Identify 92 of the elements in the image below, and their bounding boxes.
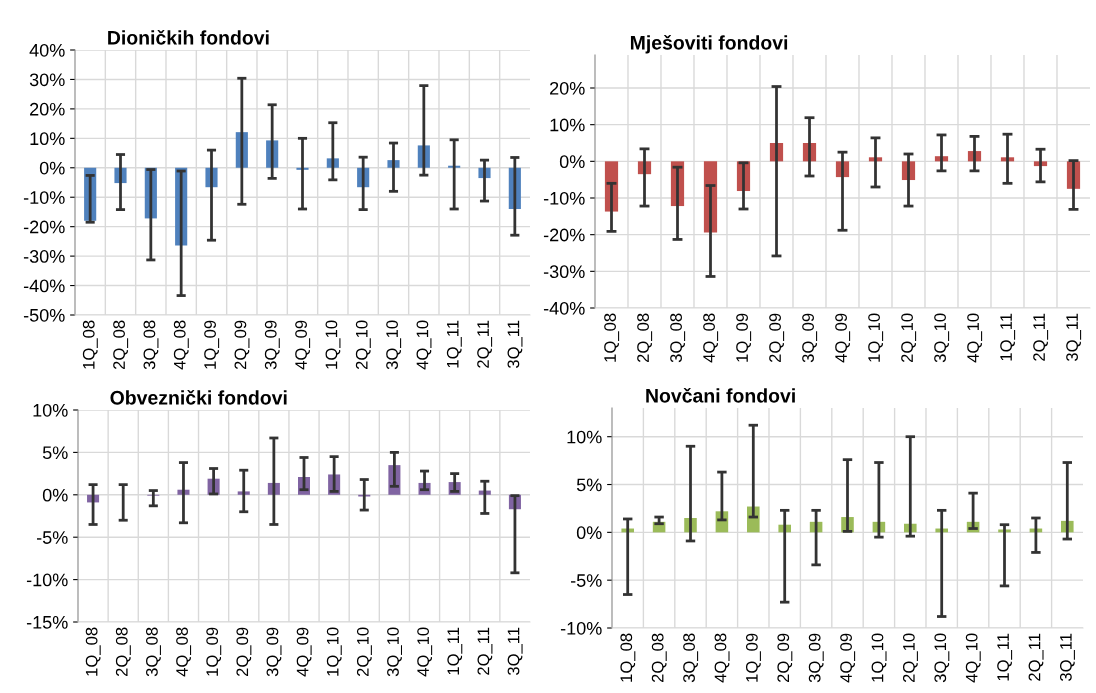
x-tick-label: 1Q_10 [325,320,341,369]
x-tick-label: 1Q_10 [871,633,887,682]
x-tick-label: 3Q_11 [507,320,523,369]
x-tick-label: 3Q_08 [683,633,699,683]
y-tick-label: -50% [23,308,65,322]
y-tick-label: -20% [23,220,65,234]
y-tick-label: 10% [550,118,585,132]
x-tick-label: 3Q_11 [1066,313,1082,362]
x-tick-label: 3Q_09 [264,320,280,370]
x-tick-label: 2Q_08 [637,313,653,363]
y-tick-label: 5% [576,478,602,492]
x-tick-label: 2Q_11 [477,627,493,675]
x-tick-label: 1Q_09 [745,633,761,682]
y-tick-label: 30% [29,73,65,87]
x-tick-label: 2Q_11 [477,320,493,368]
x-tick-label: 3Q_11 [507,627,523,676]
chart-title: Novčani fondovi [646,387,795,403]
x-tick-label: 3Q_08 [670,313,686,363]
x-tick-label: 1Q_11 [446,320,462,368]
x-tick-label: 2Q_11 [1028,633,1044,681]
y-tick-label: -10% [560,621,602,635]
y-tick-label: 10% [30,132,65,146]
x-tick-label: 1Q_08 [604,313,620,362]
x-tick-label: 2Q_09 [236,627,252,677]
x-tick-label: 2Q_10 [902,633,918,683]
y-tick-label: 0% [576,526,602,540]
x-tick-label: 1Q_10 [868,313,884,362]
x-tick-label: 2Q_08 [651,633,667,683]
x-tick-label: 2Q_09 [769,313,785,363]
x-tick-label: 1Q_09 [206,627,222,676]
y-tick-label: -10% [23,191,65,204]
x-tick-label: 3Q_10 [387,627,403,677]
x-tick-label: 2Q_11 [1033,313,1049,361]
x-tick-label: 2Q_10 [355,320,371,370]
y-tick-label: -5% [570,574,602,587]
x-tick-label: 4Q_08 [173,320,189,370]
x-tick-label: 2Q_10 [356,627,372,677]
y-tick-label: 0% [39,161,65,175]
chart-title: Mješoviti fondovi [630,34,788,54]
x-tick-label: 4Q_09 [295,320,311,370]
x-tick-label: 4Q_09 [835,313,851,363]
x-tick-label: 1Q_11 [1000,313,1016,361]
y-tick-label: -5% [36,531,68,544]
x-tick-label: 3Q_08 [143,320,159,370]
y-tick-label: -30% [23,250,65,263]
x-tick-label: 4Q_10 [417,627,433,677]
chart-title: Obveznički fondovi [110,389,287,405]
y-tick-label: -10% [26,573,68,587]
x-tick-label: 1Q_10 [326,627,342,676]
y-tick-label: 10% [33,403,68,417]
x-tick-label: 1Q_08 [82,320,98,369]
x-tick-label: 3Q_09 [266,627,282,677]
x-tick-label: 1Q_11 [997,633,1013,681]
y-tick-label: -30% [543,265,585,279]
x-tick-label: 4Q_09 [296,627,312,677]
x-tick-label: 1Q_11 [447,627,463,675]
x-tick-label: 2Q_08 [115,627,131,677]
y-tick-label: 20% [550,81,585,95]
y-tick-label: 5% [42,446,68,460]
y-tick-label: -20% [543,228,585,242]
y-tick-label: -40% [23,279,65,293]
x-tick-label: 2Q_09 [234,320,250,370]
y-tick-label: 20% [30,102,65,116]
y-tick-label: 10% [567,430,602,444]
x-tick-label: 1Q_08 [85,627,101,676]
x-tick-label: 1Q_09 [736,313,752,362]
x-tick-label: 4Q_10 [416,320,432,370]
x-tick-label: 1Q_09 [204,320,220,369]
y-tick-label: -15% [26,616,68,629]
y-tick-label: 0% [559,155,585,169]
x-tick-label: 2Q_10 [901,313,917,363]
x-tick-label: 4Q_10 [967,313,983,363]
y-tick-label: -40% [543,301,585,315]
x-tick-label: 4Q_08 [176,627,192,677]
x-tick-label: 3Q_10 [934,633,950,683]
x-tick-label: 4Q_10 [965,633,981,683]
x-tick-label: 3Q_11 [1059,633,1075,682]
x-tick-label: 4Q_09 [840,633,856,683]
x-tick-label: 3Q_09 [808,633,824,683]
y-tick-label: -10% [543,191,585,205]
x-tick-label: 4Q_08 [703,313,719,363]
x-tick-label: 3Q_09 [802,313,818,363]
x-tick-label: 4Q_08 [714,633,730,683]
x-tick-label: 2Q_08 [113,320,129,370]
x-tick-label: 3Q_10 [386,320,402,370]
y-tick-label: 0% [42,488,68,502]
x-tick-label: 3Q_08 [146,627,161,677]
chart-title: Dioničkih fondovi [108,29,269,45]
y-tick-label: 40% [29,43,65,57]
x-tick-label: 2Q_09 [777,633,793,683]
x-tick-label: 1Q_08 [620,633,636,682]
x-tick-label: 3Q_10 [934,313,950,363]
